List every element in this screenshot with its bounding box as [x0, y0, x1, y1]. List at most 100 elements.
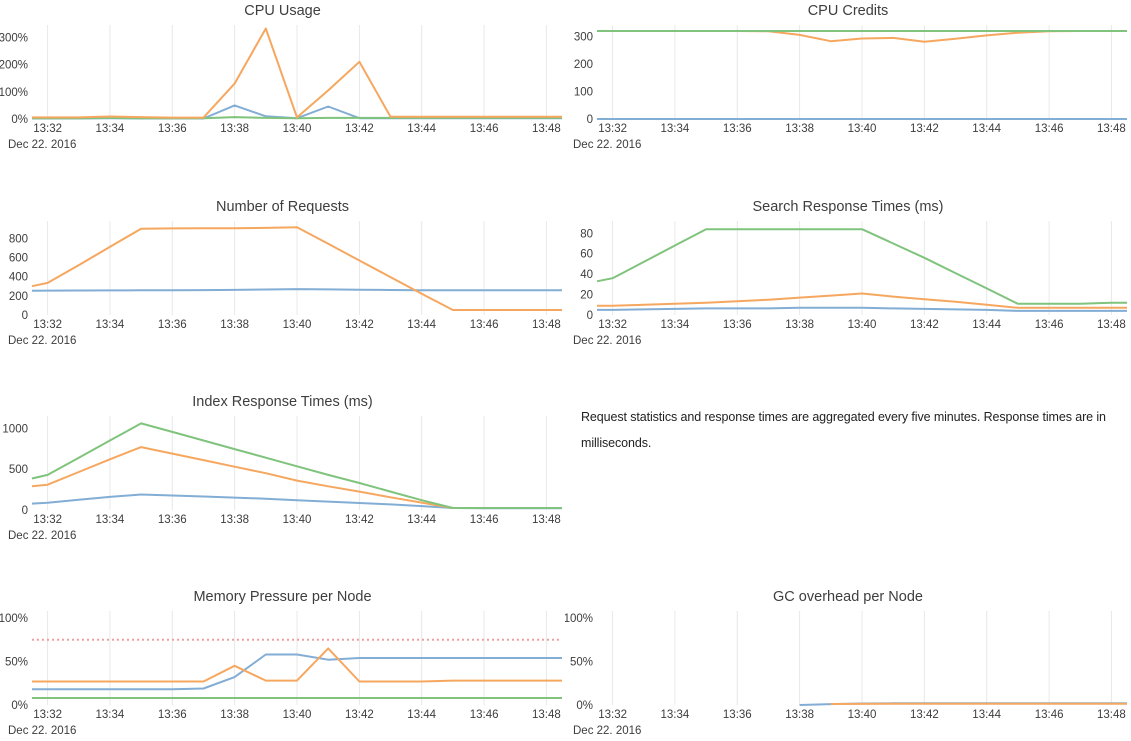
x-tick-label: 13:42 — [910, 709, 939, 721]
x-tick-label: 13:34 — [96, 514, 125, 526]
y-tick-label: 300% — [0, 32, 28, 44]
y-tick-label: 300 — [574, 32, 593, 44]
x-tick-label: 13:42 — [345, 709, 374, 721]
series-blue — [597, 306, 1127, 312]
x-tick-label: 13:40 — [848, 123, 877, 135]
y-tick-label: 0% — [11, 700, 28, 712]
x-tick-label: 13:48 — [1097, 319, 1126, 331]
chart-index-response-times: Index Response Times (ms) 0 500 1000 13:32 1… — [0, 378, 565, 573]
y-tick-label: 400 — [9, 272, 28, 284]
chart-title-index-response-times: Index Response Times (ms) — [192, 394, 373, 410]
x-tick-label: 13:48 — [532, 709, 561, 721]
chart-title-search-response-times: Search Response Times (ms) — [752, 199, 944, 215]
chart-cpu-credits: CPU Credits 0 100 200 300 13:32 13:34 13:36 13:… — [565, 0, 1131, 183]
x-tick-label: 13:36 — [723, 319, 752, 331]
series-blue — [32, 653, 562, 691]
x-tick-label: 13:32 — [33, 319, 62, 331]
y-tick-label: 200% — [0, 60, 28, 72]
y-tick-label: 40 — [580, 269, 593, 281]
chart-canvas-memory-pressure[interactable]: 0% 50% 100% 13:32 13:34 13:36 13:38 13:40 13:42 1… — [0, 607, 565, 739]
x-tick-label: 13:38 — [785, 319, 814, 331]
aggregation-note: Request statistics and response times ar… — [581, 410, 1106, 451]
date-label: Dec 22. 2016 — [8, 139, 76, 151]
x-tick-label: 13:42 — [910, 123, 939, 135]
y-tick-label: 0% — [11, 114, 28, 126]
x-tick-label: 13:38 — [220, 123, 249, 135]
date-label: Dec 22. 2016 — [573, 725, 641, 737]
chart-memory-pressure: Memory Pressure per Node 0% 50% 100% 13:32 1… — [0, 573, 565, 741]
series-orange — [32, 27, 562, 119]
x-tick-label: 13:34 — [661, 123, 690, 135]
y-tick-label: 200 — [9, 291, 28, 303]
x-tick-label: 13:48 — [532, 123, 561, 135]
x-tick-label: 13:48 — [1097, 123, 1126, 135]
x-tick-label: 13:36 — [158, 319, 187, 331]
x-tick-label: 13:34 — [96, 709, 125, 721]
x-tick-label: 13:40 — [283, 514, 312, 526]
y-tick-label: 1000 — [2, 423, 28, 435]
y-tick-label: 0 — [587, 310, 593, 322]
x-tick-label: 13:46 — [470, 709, 499, 721]
x-tick-label: 13:46 — [1035, 319, 1064, 331]
y-tick-label: 0% — [576, 700, 593, 712]
chart-canvas-search-response-times[interactable]: 0 20 40 60 80 13:32 13:34 13:36 13:38 13:40 13:42 1… — [565, 217, 1130, 349]
x-tick-label: 13:34 — [661, 319, 690, 331]
x-tick-label: 13:44 — [972, 123, 1001, 135]
x-tick-label: 13:40 — [283, 319, 312, 331]
date-label: Dec 22. 2016 — [8, 530, 76, 542]
y-tick-label: 100% — [565, 613, 593, 625]
chart-canvas-cpu-usage[interactable]: 0% 100% 200% 300% 13:32 13:34 13:36 13:38 13:40 1… — [0, 21, 565, 153]
x-tick-label: 13:32 — [598, 123, 627, 135]
x-tick-label: 13:34 — [96, 319, 125, 331]
chart-title-cpu-credits: CPU Credits — [807, 3, 889, 19]
x-tick-label: 13:32 — [33, 709, 62, 721]
date-label: Dec 22. 2016 — [8, 725, 76, 737]
y-tick-label: 600 — [9, 252, 28, 264]
series-green — [31, 422, 562, 509]
x-tick-label: 13:38 — [220, 709, 249, 721]
y-tick-label: 200 — [574, 59, 593, 71]
chart-canvas-gc-overhead[interactable]: 0% 50% 100% 13:32 13:34 13:36 13:38 13:40 13:42 1… — [565, 607, 1130, 739]
x-tick-label: 13:44 — [972, 319, 1001, 331]
date-label: Dec 22. 2016 — [573, 335, 641, 347]
x-tick-label: 13:38 — [220, 319, 249, 331]
x-tick-label: 13:32 — [598, 319, 627, 331]
y-tick-label: 20 — [580, 290, 593, 302]
chart-gc-overhead: GC overhead per Node 0% 50% 100% 13:32 13:34… — [565, 573, 1131, 741]
y-tick-label: 50% — [570, 657, 593, 669]
chart-title-memory-pressure: Memory Pressure per Node — [193, 589, 372, 605]
x-tick-label: 13:44 — [407, 319, 436, 331]
x-tick-label: 13:32 — [33, 123, 62, 135]
series-orange — [597, 292, 1127, 309]
y-tick-label: 500 — [9, 464, 28, 476]
x-tick-label: 13:38 — [220, 514, 249, 526]
x-tick-label: 13:44 — [407, 123, 436, 135]
y-tick-label: 0 — [22, 310, 28, 322]
y-tick-label: 100% — [0, 613, 28, 625]
x-tick-label: 13:40 — [283, 709, 312, 721]
x-tick-label: 13:46 — [470, 123, 499, 135]
x-tick-label: 13:32 — [598, 709, 627, 721]
y-tick-label: 80 — [580, 228, 593, 240]
x-tick-label: 13:38 — [785, 709, 814, 721]
x-tick-label: 13:46 — [1035, 709, 1064, 721]
chart-title-gc-overhead: GC overhead per Node — [773, 589, 923, 605]
x-tick-label: 13:36 — [723, 123, 752, 135]
x-tick-label: 13:36 — [158, 709, 187, 721]
x-tick-label: 13:36 — [723, 709, 752, 721]
y-tick-label: 100 — [574, 87, 593, 99]
x-tick-label: 13:42 — [345, 514, 374, 526]
x-tick-label: 13:32 — [33, 514, 62, 526]
chart-title-number-of-requests: Number of Requests — [216, 199, 349, 215]
x-tick-label: 13:46 — [470, 319, 499, 331]
chart-canvas-number-of-requests[interactable]: 0 200 400 600 800 13:32 13:34 13:36 13:38 13:40 13… — [0, 217, 565, 349]
series-green — [596, 228, 1127, 305]
chart-title-cpu-usage: CPU Usage — [244, 3, 321, 19]
chart-canvas-cpu-credits[interactable]: 0 100 200 300 13:32 13:34 13:36 13:38 13:40 13:42… — [565, 21, 1130, 153]
chart-cpu-usage: CPU Usage 0% 100% 200% 300% 13:32 13:34 13:36 1… — [0, 0, 565, 183]
x-tick-label: 13:38 — [785, 123, 814, 135]
x-tick-label: 13:42 — [345, 319, 374, 331]
series-orange — [32, 647, 562, 683]
chart-canvas-index-response-times[interactable]: 0 500 1000 13:32 13:34 13:36 13:38 13:40 13:42 13… — [0, 412, 565, 544]
